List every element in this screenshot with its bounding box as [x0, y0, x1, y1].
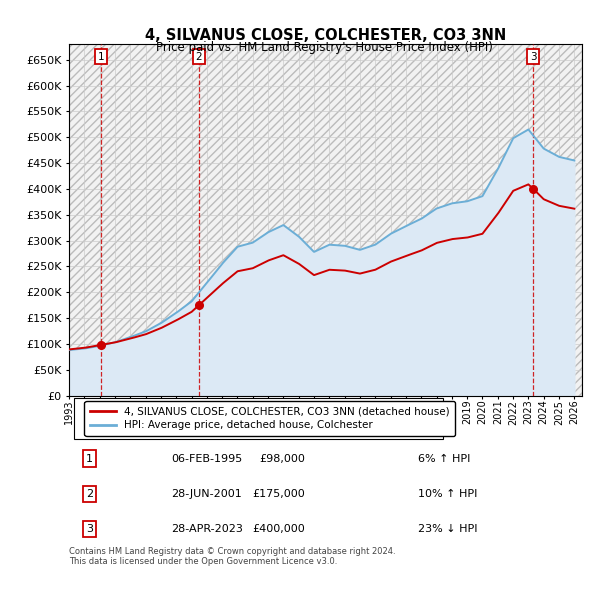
Text: Contains HM Land Registry data © Crown copyright and database right 2024.
This d: Contains HM Land Registry data © Crown c… — [69, 546, 395, 566]
Text: 1: 1 — [86, 454, 93, 464]
FancyBboxPatch shape — [74, 398, 443, 439]
Text: £400,000: £400,000 — [252, 524, 305, 534]
Text: £175,000: £175,000 — [252, 489, 305, 499]
Legend: 4, SILVANUS CLOSE, COLCHESTER, CO3 3NN (detached house), HPI: Average price, det: 4, SILVANUS CLOSE, COLCHESTER, CO3 3NN (… — [85, 401, 455, 435]
Text: 10% ↑ HPI: 10% ↑ HPI — [418, 489, 477, 499]
Text: 28-APR-2023: 28-APR-2023 — [172, 524, 244, 534]
Title: 4, SILVANUS CLOSE, COLCHESTER, CO3 3NN: 4, SILVANUS CLOSE, COLCHESTER, CO3 3NN — [145, 28, 506, 43]
Text: 2: 2 — [86, 489, 93, 499]
Text: 2: 2 — [196, 51, 202, 61]
Text: 23% ↓ HPI: 23% ↓ HPI — [418, 524, 478, 534]
Text: 06-FEB-1995: 06-FEB-1995 — [172, 454, 243, 464]
Bar — [69, 44, 582, 395]
Text: £98,000: £98,000 — [259, 454, 305, 464]
Text: 3: 3 — [86, 524, 93, 534]
Text: 28-JUN-2001: 28-JUN-2001 — [172, 489, 242, 499]
Text: 6% ↑ HPI: 6% ↑ HPI — [418, 454, 470, 464]
Text: 3: 3 — [530, 51, 536, 61]
Text: 1: 1 — [98, 51, 104, 61]
Text: Price paid vs. HM Land Registry's House Price Index (HPI): Price paid vs. HM Land Registry's House … — [155, 41, 493, 54]
